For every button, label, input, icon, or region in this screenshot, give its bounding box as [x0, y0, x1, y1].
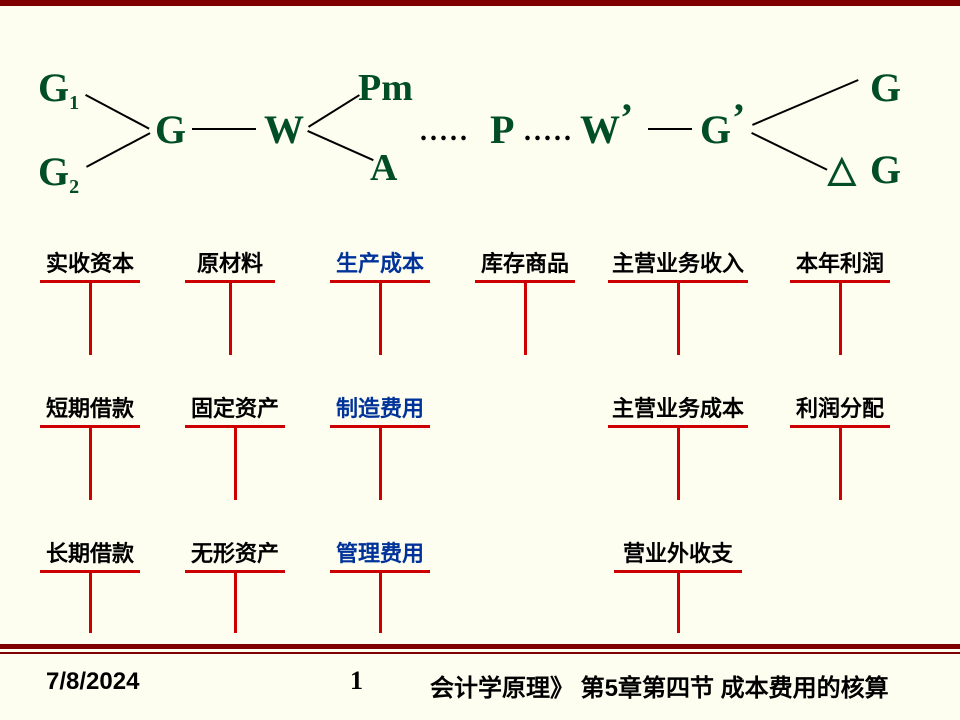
footer-page-number: 1: [350, 666, 363, 696]
formula-symbol-G1: G1: [38, 64, 79, 111]
t-account: 短期借款: [40, 391, 140, 500]
formula-symbol-Gtop: G: [870, 64, 901, 111]
t-shape: [330, 425, 430, 500]
formula-symbol-tri: △: [828, 148, 856, 190]
t-account: 长期借款: [40, 536, 140, 633]
t-shape: [608, 280, 748, 355]
formula-symbol-Gpa: ’: [732, 94, 745, 141]
t-shape: [790, 280, 890, 355]
formula-connector-1: [86, 132, 151, 168]
t-account-label: 实收资本: [46, 246, 134, 278]
formula-symbol-Gp: G: [700, 106, 731, 153]
formula-symbol-G: G: [155, 106, 186, 153]
t-account-label: 原材料: [197, 246, 263, 278]
t-account: 无形资产: [185, 536, 285, 633]
t-account: 实收资本: [40, 246, 140, 355]
t-shape: [475, 280, 575, 355]
t-account-label: 利润分配: [796, 391, 884, 423]
formula-connector-4: [307, 130, 374, 161]
footer-rule-thin: [0, 652, 960, 654]
t-shape: [185, 425, 285, 500]
t-shape: [40, 280, 140, 355]
t-account-label: 生产成本: [336, 246, 424, 278]
t-account-label: 固定资产: [191, 391, 279, 423]
formula-connector-5: [648, 128, 692, 130]
t-shape: [330, 280, 430, 355]
formula-connector-2: [192, 128, 256, 130]
footer-rule-thick: [0, 644, 960, 649]
t-account-label: 制造费用: [336, 391, 424, 423]
t-account: 本年利润: [790, 246, 890, 355]
t-shape: [40, 570, 140, 633]
slide: G1G2GWPmAPW’G’G△G.......... 实收资本原材料生产成本库…: [0, 0, 960, 720]
t-account: 原材料: [185, 246, 275, 355]
footer-date: 7/8/2024: [46, 668, 139, 696]
formula-connector-7: [751, 132, 827, 171]
t-account: 生产成本: [330, 246, 430, 355]
t-account: 主营业务成本: [608, 391, 748, 500]
t-account: 管理费用: [330, 536, 430, 633]
formula-symbol-A: A: [370, 146, 397, 190]
t-account: 利润分配: [790, 391, 890, 500]
t-account-label: 本年利润: [796, 246, 884, 278]
formula-dots-1: .....: [524, 116, 574, 148]
formula-symbol-G2: G2: [38, 148, 79, 195]
formula-connector-6: [752, 79, 859, 126]
formula-symbol-Pm: Pm: [358, 66, 413, 110]
t-account-label: 库存商品: [481, 246, 569, 278]
capital-circulation-formula: G1G2GWPmAPW’G’G△G..........: [0, 46, 960, 216]
t-account-label: 管理费用: [336, 536, 424, 568]
formula-connector-0: [85, 94, 150, 130]
t-account-label: 无形资产: [191, 536, 279, 568]
formula-connector-3: [308, 94, 360, 127]
footer-title: 会计学原理》 第5章第四节 成本费用的核算: [430, 668, 889, 703]
t-account-label: 长期借款: [46, 536, 134, 568]
t-account-label: 主营业务成本: [612, 391, 744, 423]
t-account: 库存商品: [475, 246, 575, 355]
t-account-label: 短期借款: [46, 391, 134, 423]
t-account-label: 主营业务收入: [612, 246, 744, 278]
formula-symbol-Wpa: ’: [620, 94, 633, 141]
formula-symbol-Wp: W: [580, 106, 620, 153]
t-shape: [185, 570, 285, 633]
formula-symbol-Gbot: G: [870, 146, 901, 193]
t-shape: [185, 280, 275, 355]
formula-symbol-P: P: [490, 106, 514, 153]
t-shape: [614, 570, 742, 633]
formula-symbol-W: W: [264, 106, 304, 153]
formula-dots-0: .....: [420, 116, 470, 148]
t-account: 固定资产: [185, 391, 285, 500]
t-account: 主营业务收入: [608, 246, 748, 355]
t-shape: [40, 425, 140, 500]
t-shape: [330, 570, 430, 633]
t-shape: [790, 425, 890, 500]
t-account: 制造费用: [330, 391, 430, 500]
t-account-label: 营业外收支: [623, 536, 733, 568]
t-shape: [608, 425, 748, 500]
t-accounts-grid: 实收资本 原材料 生产成本 库存商品 主营业务收入 本年利润短期借款 固定资产 制造费用 主营业…: [0, 246, 960, 636]
slide-footer: 7/8/2024 1 会计学原理》 第5章第四节 成本费用的核算: [0, 662, 960, 712]
t-account: 营业外收支: [614, 536, 742, 633]
